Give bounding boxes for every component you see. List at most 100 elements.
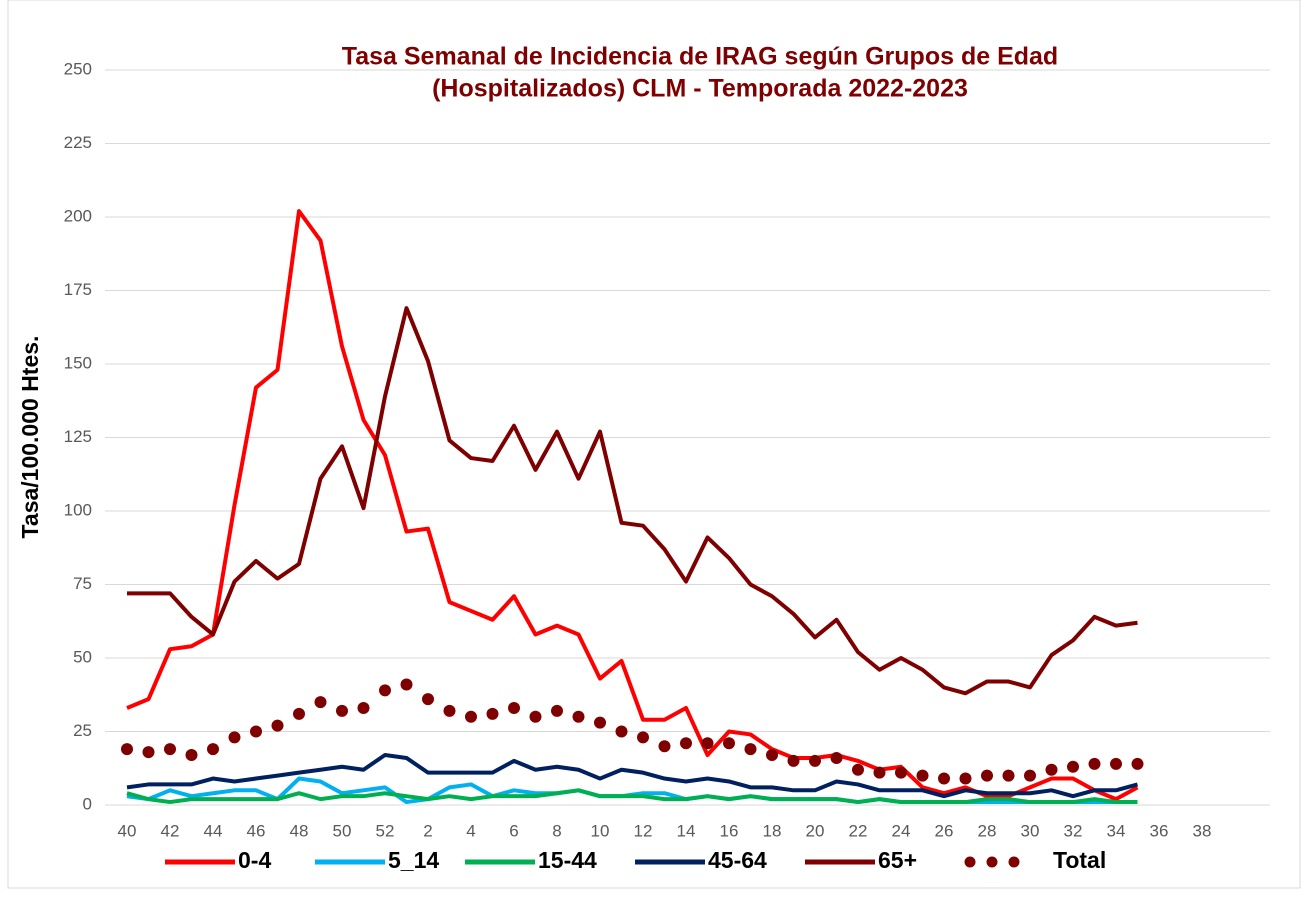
data-point	[873, 766, 886, 779]
x-tick-label: 30	[1021, 821, 1040, 840]
legend-label: 45-64	[708, 847, 767, 873]
chart-frame	[7, 0, 1301, 889]
y-axis-label: Tasa/100.000 Htes.	[17, 336, 43, 539]
data-point	[766, 749, 778, 762]
y-tick-label: 125	[64, 427, 92, 446]
data-point	[271, 719, 284, 732]
data-point	[121, 743, 133, 756]
x-tick-label: 44	[204, 821, 223, 840]
data-point	[486, 707, 499, 720]
data-point	[336, 704, 348, 717]
legend-label: 15-44	[538, 847, 597, 873]
x-tick-label: 52	[376, 821, 395, 840]
x-tick-label: 26	[935, 821, 954, 840]
data-point	[551, 704, 563, 717]
data-point	[916, 769, 929, 782]
data-point	[981, 769, 993, 782]
data-point	[529, 710, 542, 723]
data-point	[637, 731, 649, 744]
legend-label: 65+	[878, 847, 917, 873]
data-point	[314, 696, 327, 709]
y-tick-label: 75	[73, 574, 92, 593]
data-point	[594, 716, 606, 729]
y-tick-label: 0	[83, 794, 92, 813]
data-point	[787, 754, 800, 767]
data-point	[443, 704, 456, 717]
data-point	[1088, 757, 1101, 770]
data-point	[809, 754, 821, 767]
data-point	[185, 749, 198, 762]
data-point	[379, 684, 391, 697]
x-tick-label: 14	[677, 821, 696, 840]
legend-swatch	[986, 856, 998, 868]
data-point	[164, 743, 176, 756]
y-tick-label: 150	[64, 353, 92, 372]
data-point	[422, 693, 434, 706]
data-point	[680, 737, 692, 750]
legend-swatch	[1008, 856, 1020, 868]
y-tick-label: 200	[64, 206, 92, 225]
data-point	[830, 751, 843, 764]
data-point	[228, 731, 241, 744]
legend-label: 5_14	[388, 847, 439, 873]
data-point	[615, 725, 628, 738]
x-tick-label: 18	[763, 821, 782, 840]
x-tick-label: 38	[1193, 821, 1212, 840]
x-tick-label: 22	[849, 821, 868, 840]
data-point	[1024, 769, 1036, 782]
data-point	[1131, 757, 1144, 770]
x-tick-label: 4	[466, 821, 475, 840]
x-tick-label: 10	[591, 821, 610, 840]
x-tick-label: 2	[423, 821, 432, 840]
y-tick-label: 250	[64, 59, 92, 78]
x-tick-label: 24	[892, 821, 911, 840]
x-tick-label: 16	[720, 821, 739, 840]
x-tick-label: 34	[1107, 821, 1126, 840]
data-line	[126, 753, 1139, 799]
data-point	[658, 740, 671, 753]
x-tick-label: 12	[634, 821, 653, 840]
x-tick-label: 28	[978, 821, 997, 840]
data-point	[572, 710, 585, 723]
data-line	[126, 788, 1138, 805]
legend-label: Total	[1053, 847, 1106, 873]
data-point	[142, 746, 155, 759]
legend-swatch	[964, 856, 976, 868]
x-tick-label: 46	[247, 821, 266, 840]
data-point	[207, 743, 219, 756]
data-point	[1110, 757, 1122, 770]
chart-title: (Hospitalizados) CLM - Temporada 2022-20…	[432, 75, 968, 103]
data-point	[400, 678, 413, 691]
y-tick-label: 25	[73, 721, 92, 740]
data-point	[1067, 760, 1079, 773]
data-point	[938, 772, 950, 785]
chart-title: Tasa Semanal de Incidencia de IRAG según…	[342, 43, 1058, 71]
y-tick-label: 175	[64, 280, 92, 299]
data-line	[127, 306, 1138, 696]
x-tick-label: 8	[552, 821, 561, 840]
x-tick-label: 32	[1064, 821, 1083, 840]
data-point	[701, 737, 714, 750]
y-tick-label: 100	[64, 500, 92, 519]
data-point	[357, 701, 370, 714]
x-tick-label: 42	[161, 821, 180, 840]
x-tick-label: 48	[290, 821, 309, 840]
y-tick-label: 225	[64, 133, 92, 152]
data-point	[744, 743, 757, 756]
data-line	[126, 209, 1139, 802]
legend-label: 0-4	[238, 847, 271, 873]
x-tick-label: 36	[1150, 821, 1169, 840]
data-point	[508, 701, 520, 714]
data-point	[852, 763, 864, 776]
data-point	[1045, 763, 1058, 776]
x-tick-label: 6	[509, 821, 518, 840]
x-tick-label: 40	[118, 821, 137, 840]
data-point	[250, 725, 262, 738]
data-point	[293, 707, 305, 720]
x-tick-label: 50	[333, 821, 352, 840]
y-tick-label: 50	[73, 647, 92, 666]
data-point	[1002, 769, 1015, 782]
data-point	[895, 766, 907, 779]
x-tick-label: 20	[806, 821, 825, 840]
